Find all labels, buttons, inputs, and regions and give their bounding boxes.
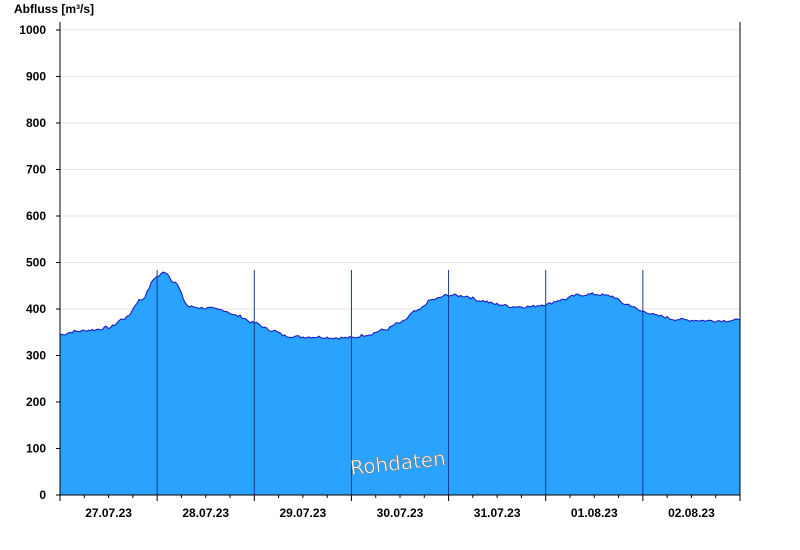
y-tick-label: 200 xyxy=(26,395,46,409)
y-tick-label: 500 xyxy=(26,256,46,270)
x-ticks: 27.07.23 28.07.23 29.07.23 30.07.23 31.07.23… xyxy=(59,495,741,520)
y-axis-label: Abfluss [m³/s] xyxy=(14,2,94,16)
x-tick-label: 31.07.23 xyxy=(474,506,521,520)
y-tick-label: 700 xyxy=(26,163,46,177)
y-tick-label: 600 xyxy=(26,209,46,223)
series-area xyxy=(60,272,740,495)
y-tick-label: 900 xyxy=(26,70,46,84)
x-tick-label: 27.07.23 xyxy=(85,506,132,520)
day-dividers xyxy=(156,270,644,495)
x-tick-label: 01.08.23 xyxy=(571,506,618,520)
y-tick-label: 300 xyxy=(26,349,46,363)
series-line xyxy=(59,271,741,340)
y-ticks: 0 100 200 300 400 500 600 700 800 900 1000 xyxy=(19,23,60,502)
x-tick-label: 02.08.23 xyxy=(668,506,715,520)
y-tick-label: 100 xyxy=(26,442,46,456)
x-tick-label: 30.07.23 xyxy=(377,506,424,520)
y-tick-label: 1000 xyxy=(19,23,46,37)
y-tick-label: 400 xyxy=(26,302,46,316)
y-tick-label: 0 xyxy=(39,488,46,502)
y-tick-label: 800 xyxy=(26,116,46,130)
x-tick-label: 29.07.23 xyxy=(279,506,326,520)
x-tick-label: 28.07.23 xyxy=(182,506,229,520)
